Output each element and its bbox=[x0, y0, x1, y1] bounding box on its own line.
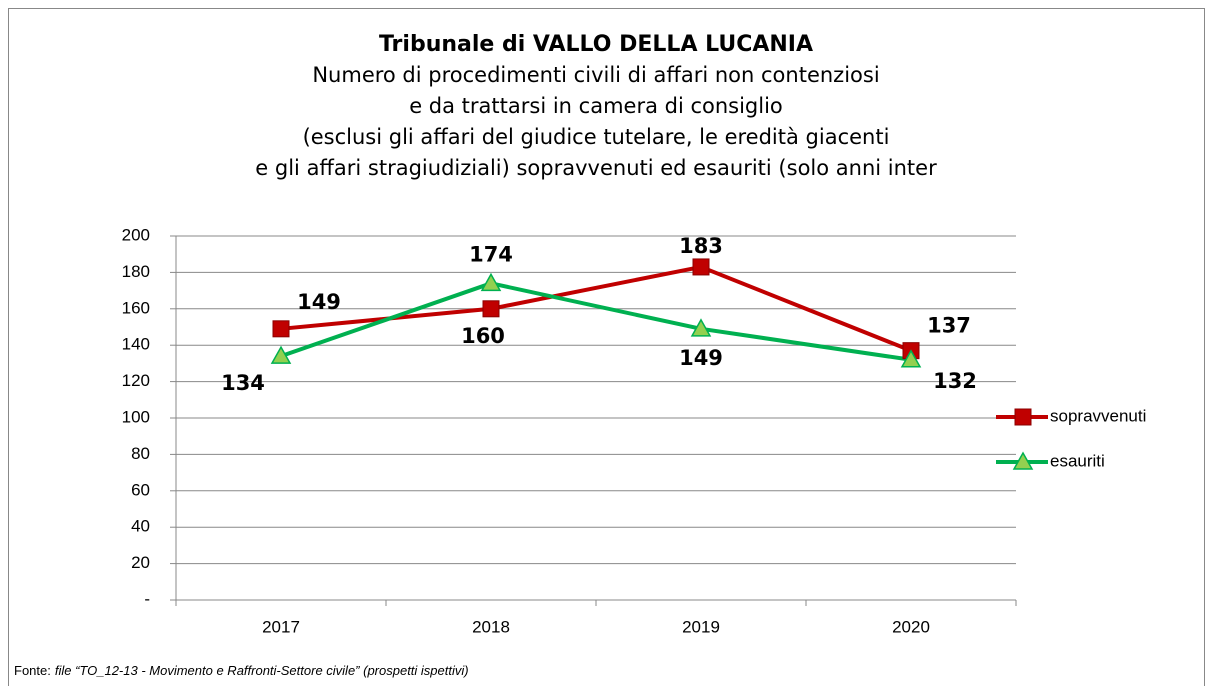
x-tick-label: 2017 bbox=[262, 617, 300, 636]
legend-marker bbox=[1014, 408, 1032, 426]
marker-triangle bbox=[480, 272, 502, 292]
y-tick-label: 80 bbox=[131, 444, 150, 463]
y-tick-label: 160 bbox=[122, 298, 150, 317]
y-tick-label: - bbox=[144, 589, 150, 608]
legend-marker bbox=[1012, 451, 1034, 470]
source: Fonte: file “TO_12-13 - Movimento e Raffr… bbox=[14, 663, 469, 678]
x-tick-label: 2019 bbox=[682, 617, 720, 636]
marker-square bbox=[272, 320, 290, 338]
y-tick-label: 100 bbox=[122, 407, 150, 426]
x-tick-label: 2020 bbox=[892, 617, 930, 636]
y-tick-label: 20 bbox=[131, 553, 150, 572]
data-label: 183 bbox=[679, 234, 723, 258]
marker-triangle bbox=[900, 349, 922, 368]
y-tick-label: 60 bbox=[131, 480, 150, 499]
marker-square bbox=[692, 258, 710, 276]
data-label: 149 bbox=[297, 290, 341, 314]
chart-subtitle: (esclusi gli affari del giudice tutelare… bbox=[303, 125, 890, 149]
marker-square bbox=[482, 300, 500, 318]
source-label: Fonte: bbox=[14, 663, 51, 678]
data-label: 132 bbox=[933, 369, 977, 393]
x-tick-label: 2018 bbox=[472, 617, 510, 636]
chart-subtitle: e gli affari stragiudiziali) sopravvenut… bbox=[255, 156, 937, 180]
y-tick-label: 120 bbox=[122, 371, 150, 390]
source-text: file “TO_12-13 - Movimento e Raffronti-S… bbox=[55, 663, 469, 678]
chart-subtitle: Numero di procedimenti civili di affari … bbox=[312, 63, 879, 87]
y-tick-label: 40 bbox=[131, 517, 150, 536]
marker-triangle bbox=[270, 345, 292, 364]
y-tick-label: 200 bbox=[122, 225, 150, 244]
legend-label: esauriti bbox=[1050, 451, 1105, 470]
chart-border bbox=[8, 8, 1205, 686]
y-tick-label: 180 bbox=[122, 262, 150, 281]
chart-title: Tribunale di VALLO DELLA LUCANIA bbox=[379, 32, 813, 57]
data-label: 174 bbox=[469, 242, 513, 266]
legend-label: sopravvenuti bbox=[1050, 406, 1146, 425]
y-tick-label: 140 bbox=[122, 335, 150, 354]
data-label: 134 bbox=[221, 371, 265, 395]
data-label: 160 bbox=[461, 324, 505, 348]
marker-triangle bbox=[690, 318, 712, 337]
data-label: 137 bbox=[927, 314, 971, 338]
data-label: 149 bbox=[679, 346, 723, 370]
series-line bbox=[280, 281, 912, 362]
chart-subtitle: e da trattarsi in camera di consiglio bbox=[409, 94, 783, 118]
